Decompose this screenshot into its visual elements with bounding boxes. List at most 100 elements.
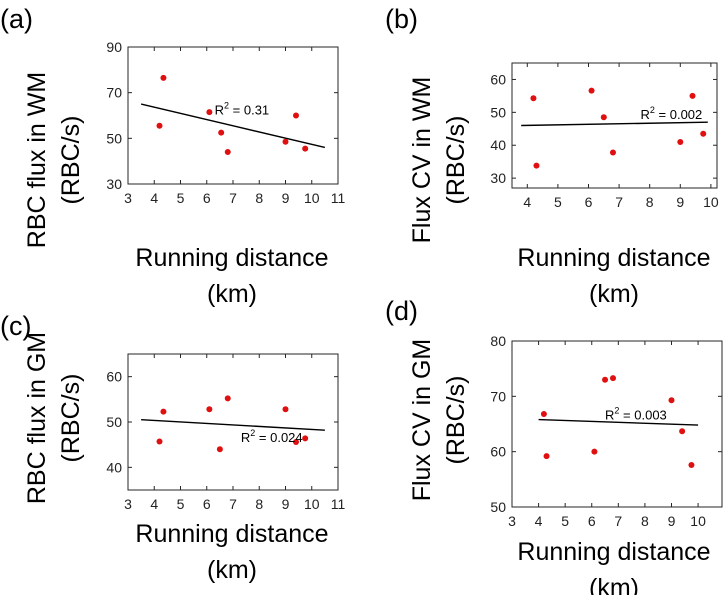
x-tick-label: 4 <box>523 194 531 210</box>
data-point <box>588 87 595 94</box>
x-tick-label: 3 <box>124 496 132 512</box>
data-point <box>543 453 550 460</box>
y-tick-label: 80 <box>490 333 506 349</box>
x-axis-title: Running distance <box>135 244 328 272</box>
plot-frame <box>127 353 339 491</box>
panel-b: (b) 4 5 6 7 8 9 10 30 40 50 60 R2 = 0.002 Running dis… <box>385 4 719 308</box>
y-tick-label: 50 <box>490 499 506 515</box>
data-point <box>302 435 309 442</box>
y-tick-label: 50 <box>106 130 122 146</box>
x-tick-label: 11 <box>331 496 346 512</box>
r-squared-symbol: R <box>641 107 650 122</box>
panel-label: (d) <box>385 296 418 326</box>
regression-line <box>538 418 699 426</box>
data-point <box>540 411 547 418</box>
data-point <box>688 461 695 468</box>
data-point <box>160 74 167 81</box>
x-tick-label: 6 <box>203 496 211 512</box>
y-tick-label: 30 <box>490 170 506 186</box>
y-tick-label: 70 <box>106 85 122 101</box>
x-axis-title: Running distance <box>517 244 710 272</box>
x-axis-title: Running distance <box>135 520 328 548</box>
x-tick-label: 4 <box>150 190 158 206</box>
x-tick-label: 5 <box>554 194 562 210</box>
x-tick-label: 10 <box>304 190 320 206</box>
data-point <box>282 406 289 413</box>
data-point <box>700 130 707 137</box>
y-tick-label: 60 <box>490 444 506 460</box>
x-tick-label: 9 <box>282 190 290 206</box>
x-tick-label: 5 <box>561 513 569 529</box>
x-tick-label: 8 <box>255 496 263 512</box>
r-squared-symbol: R <box>605 408 614 423</box>
x-tick-label: 7 <box>615 194 623 210</box>
data-point <box>156 122 163 129</box>
x-axis-units: (km) <box>207 556 257 584</box>
x-tick-label: 7 <box>614 513 622 529</box>
x-tick-label: 10 <box>304 496 320 512</box>
x-tick-label: 10 <box>690 513 706 529</box>
panel-label: (a) <box>0 4 33 34</box>
data-point <box>689 92 696 99</box>
data-point <box>293 438 299 445</box>
data-point <box>602 376 609 383</box>
y-axis-title: Flux CV in GM <box>408 339 436 502</box>
data-point <box>600 114 607 121</box>
data-point <box>156 438 163 445</box>
x-tick-label: 7 <box>229 496 237 512</box>
x-tick-label: 6 <box>588 513 596 529</box>
x-tick-label: 7 <box>229 190 237 206</box>
r-squared-symbol: R <box>241 430 250 445</box>
r-squared-annotation: R2 = 0.024 <box>241 428 303 445</box>
x-tick-label: 6 <box>203 190 211 206</box>
x-tick-label: 6 <box>585 194 593 210</box>
x-tick-label: 3 <box>508 513 516 529</box>
y-axis-title: RBC flux in GM <box>23 332 51 504</box>
x-axis-units: (km) <box>589 280 639 308</box>
regression-line <box>521 121 708 127</box>
data-point <box>282 138 289 145</box>
x-tick-label: 9 <box>668 513 676 529</box>
panel-label: (b) <box>385 4 418 34</box>
y-tick-label: 70 <box>490 388 506 404</box>
y-axis-units: (RBC/s) <box>442 116 470 205</box>
y-tick-label: 90 <box>106 39 122 55</box>
r-squared-value: = 0.31 <box>229 102 269 117</box>
x-tick-label: 11 <box>331 190 346 206</box>
x-tick-label: 4 <box>535 513 543 529</box>
x-tick-label: 4 <box>150 496 158 512</box>
y-axis-title: Flux CV in WM <box>408 77 436 244</box>
y-tick-label: 40 <box>490 137 506 153</box>
x-tick-label: 3 <box>124 190 132 206</box>
r-squared-value: = 0.003 <box>619 408 666 423</box>
y-tick-label: 60 <box>490 71 506 87</box>
x-tick-label: 9 <box>282 496 290 512</box>
panel-c: (c) 3 4 5 6 7 8 9 10 11 40 50 60 R2 = 0.024 Running di… <box>0 311 345 584</box>
data-point <box>679 428 686 435</box>
r-squared-annotation: R2 = 0.003 <box>605 406 667 423</box>
x-tick-label: 10 <box>703 194 719 210</box>
x-tick-label: 5 <box>177 190 185 206</box>
y-tick-label: 30 <box>106 176 122 192</box>
y-tick-label: 40 <box>106 459 122 475</box>
y-tick-label: 60 <box>106 369 122 385</box>
y-tick-label: 50 <box>490 104 506 120</box>
x-tick-label: 8 <box>646 194 654 210</box>
y-tick-label: 50 <box>106 414 122 430</box>
y-axis-units: (RBC/s) <box>442 376 470 465</box>
x-tick-label: 5 <box>177 496 185 512</box>
x-axis-units: (km) <box>207 280 257 308</box>
r-squared-superscript: 2 <box>650 105 655 115</box>
data-point <box>668 397 675 404</box>
x-axis-title: Running distance <box>517 538 710 566</box>
data-point <box>224 395 231 402</box>
data-point <box>610 375 617 382</box>
x-axis-units: (km) <box>589 574 639 595</box>
data-point <box>160 408 167 415</box>
x-tick-label: 8 <box>255 190 263 206</box>
r-squared-superscript: 2 <box>614 406 619 416</box>
data-point <box>677 138 684 145</box>
data-point <box>609 149 616 156</box>
y-axis-units: (RBC/s) <box>57 374 85 463</box>
